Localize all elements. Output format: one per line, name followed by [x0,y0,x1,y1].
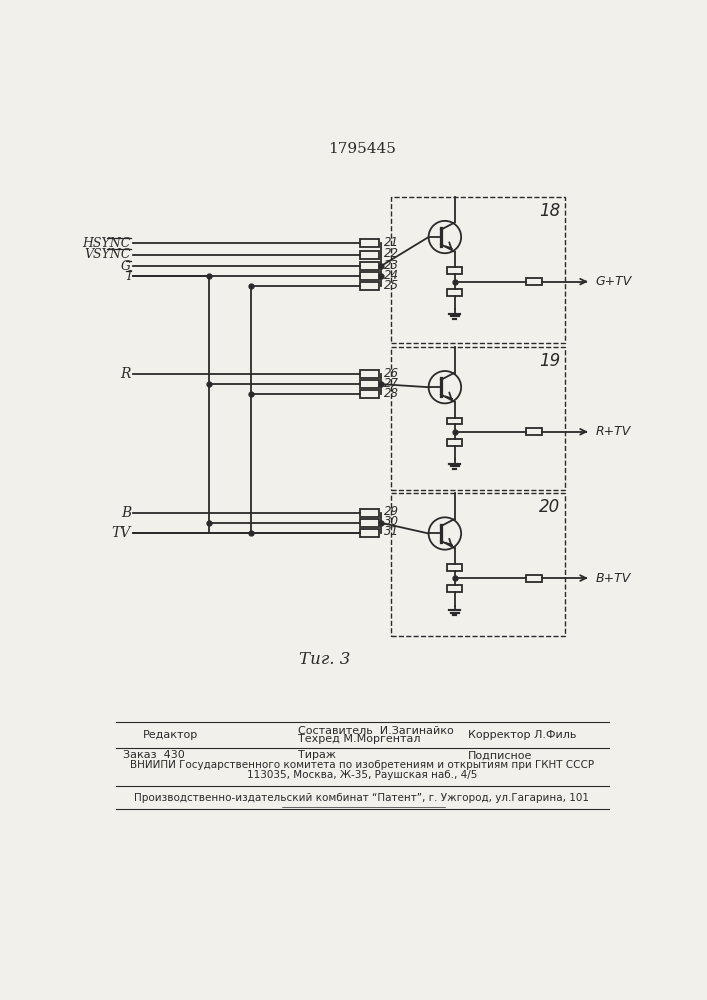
Bar [447,418,462,424]
Bar [526,428,542,435]
Text: ВНИИПИ Государственного комитета по изобретениям и открытиям при ГКНТ СССР: ВНИИПИ Государственного комитета по изоб… [130,760,594,770]
Text: G+TV: G+TV [595,275,631,288]
Text: R+TV: R+TV [595,425,631,438]
Bar [391,493,565,636]
Text: B: B [121,506,131,520]
Bar [447,585,462,592]
Bar [447,564,462,571]
Text: B+TV: B+TV [595,572,631,585]
Text: Составитель  И.Загинайко: Составитель И.Загинайко [298,726,453,736]
Bar [391,347,565,490]
Text: Техред М.Моргентал: Техред М.Моргентал [298,734,420,744]
Text: Тираж: Тираж [298,750,336,760]
Text: 29: 29 [384,505,399,518]
Text: Редактор: Редактор [143,730,198,740]
Bar [360,509,379,517]
Text: 1795445: 1795445 [328,142,396,156]
Text: Корректор Л.Филь: Корректор Л.Филь [468,730,576,740]
Text: 26: 26 [384,367,399,380]
Bar [447,439,462,446]
Text: 113035, Москва, Ж-35, Раушская наб., 4/5: 113035, Москва, Ж-35, Раушская наб., 4/5 [247,770,477,780]
Text: 24: 24 [384,269,399,282]
Text: 19: 19 [539,352,560,370]
Bar [391,197,565,343]
Text: 27: 27 [384,377,399,390]
Text: 31: 31 [384,525,399,538]
Text: Производственно-издательский комбинат “Патент”, г. Ужгород, ул.Гагарина, 101: Производственно-издательский комбинат “П… [134,793,590,803]
Text: Заказ  430: Заказ 430 [123,750,185,760]
Bar [360,272,379,280]
Text: Τиг. 3: Τиг. 3 [299,650,351,668]
Text: HSYNC: HSYNC [83,237,131,250]
Text: G: G [121,260,131,273]
Text: TV: TV [112,526,131,540]
Bar [360,529,379,537]
Bar [360,519,379,527]
Bar [526,575,542,582]
Text: 30: 30 [384,515,399,528]
Text: VSYNC: VSYNC [85,248,131,261]
Text: I: I [126,270,131,283]
Text: Подписное: Подписное [468,750,532,760]
Text: 18: 18 [539,202,560,220]
Text: 25: 25 [384,279,399,292]
Bar [360,390,379,398]
Text: 28: 28 [384,387,399,400]
Text: 21: 21 [384,236,399,249]
Text: 22: 22 [384,247,399,260]
Text: 20: 20 [539,498,560,516]
Bar [360,370,379,378]
Bar [360,282,379,290]
Bar [360,380,379,388]
Text: 23: 23 [384,259,399,272]
Text: R: R [120,367,131,381]
Bar [526,278,542,285]
Bar [360,239,379,247]
Bar [447,289,462,296]
Bar [360,262,379,270]
Bar [447,267,462,274]
Bar [360,251,379,259]
